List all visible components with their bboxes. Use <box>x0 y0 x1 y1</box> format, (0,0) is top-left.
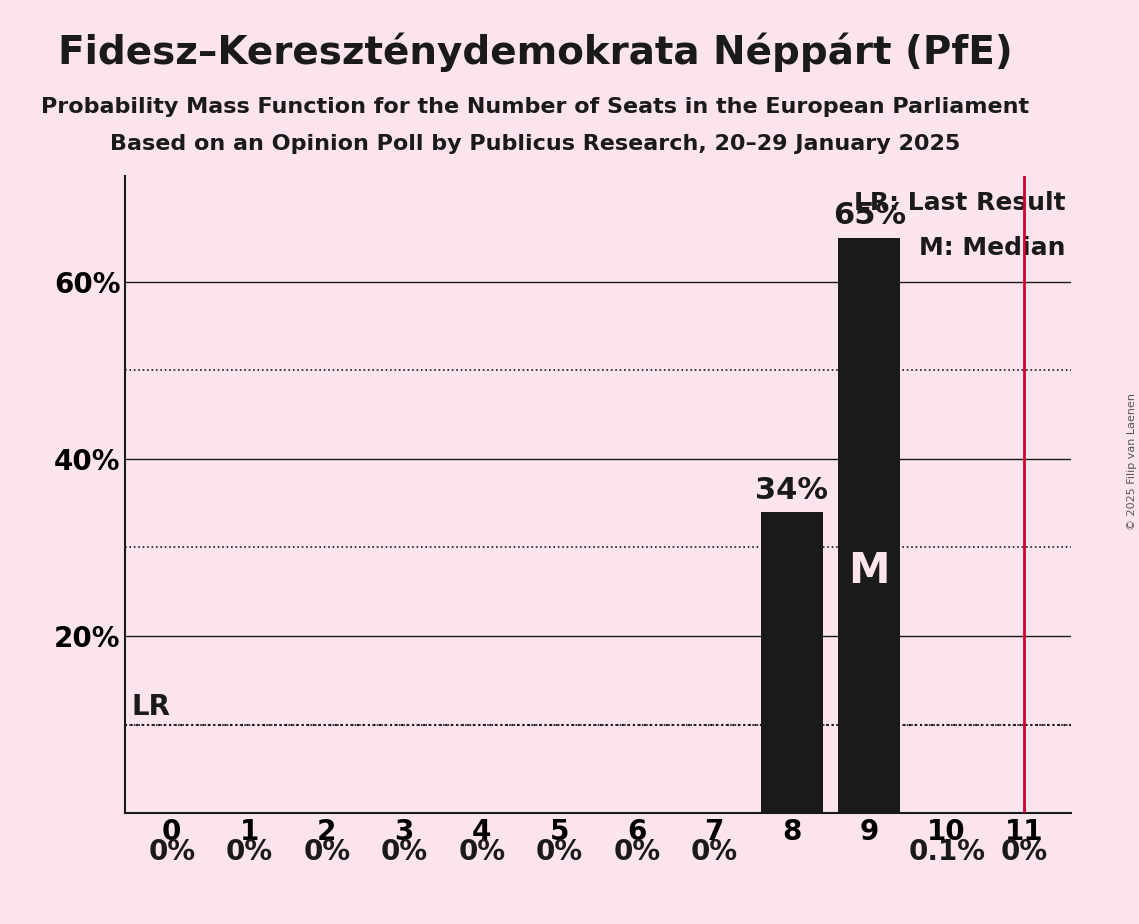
Text: LR: LR <box>131 693 171 721</box>
Text: © 2025 Filip van Laenen: © 2025 Filip van Laenen <box>1126 394 1137 530</box>
Text: M: M <box>849 551 890 592</box>
Text: 34%: 34% <box>755 476 828 505</box>
Text: 0%: 0% <box>1000 838 1048 866</box>
Text: Based on an Opinion Poll by Publicus Research, 20–29 January 2025: Based on an Opinion Poll by Publicus Res… <box>110 134 960 154</box>
Text: LR: Last Result: LR: Last Result <box>854 191 1066 215</box>
Bar <box>761 512 822 813</box>
Text: 0%: 0% <box>303 838 351 866</box>
Text: 0%: 0% <box>613 838 661 866</box>
Text: 0%: 0% <box>380 838 428 866</box>
Text: Fidesz–Kereszténydemokrata Néppárt (PfE): Fidesz–Kereszténydemokrata Néppárt (PfE) <box>58 32 1013 72</box>
Text: 65%: 65% <box>833 201 906 230</box>
Text: 0%: 0% <box>226 838 273 866</box>
Text: 0%: 0% <box>458 838 506 866</box>
Text: Probability Mass Function for the Number of Seats in the European Parliament: Probability Mass Function for the Number… <box>41 97 1030 117</box>
Text: 0%: 0% <box>690 838 738 866</box>
Text: 0%: 0% <box>148 838 196 866</box>
Text: M: Median: M: Median <box>919 237 1066 261</box>
Bar <box>838 237 900 813</box>
Text: 0%: 0% <box>535 838 583 866</box>
Text: 0.1%: 0.1% <box>908 838 985 866</box>
